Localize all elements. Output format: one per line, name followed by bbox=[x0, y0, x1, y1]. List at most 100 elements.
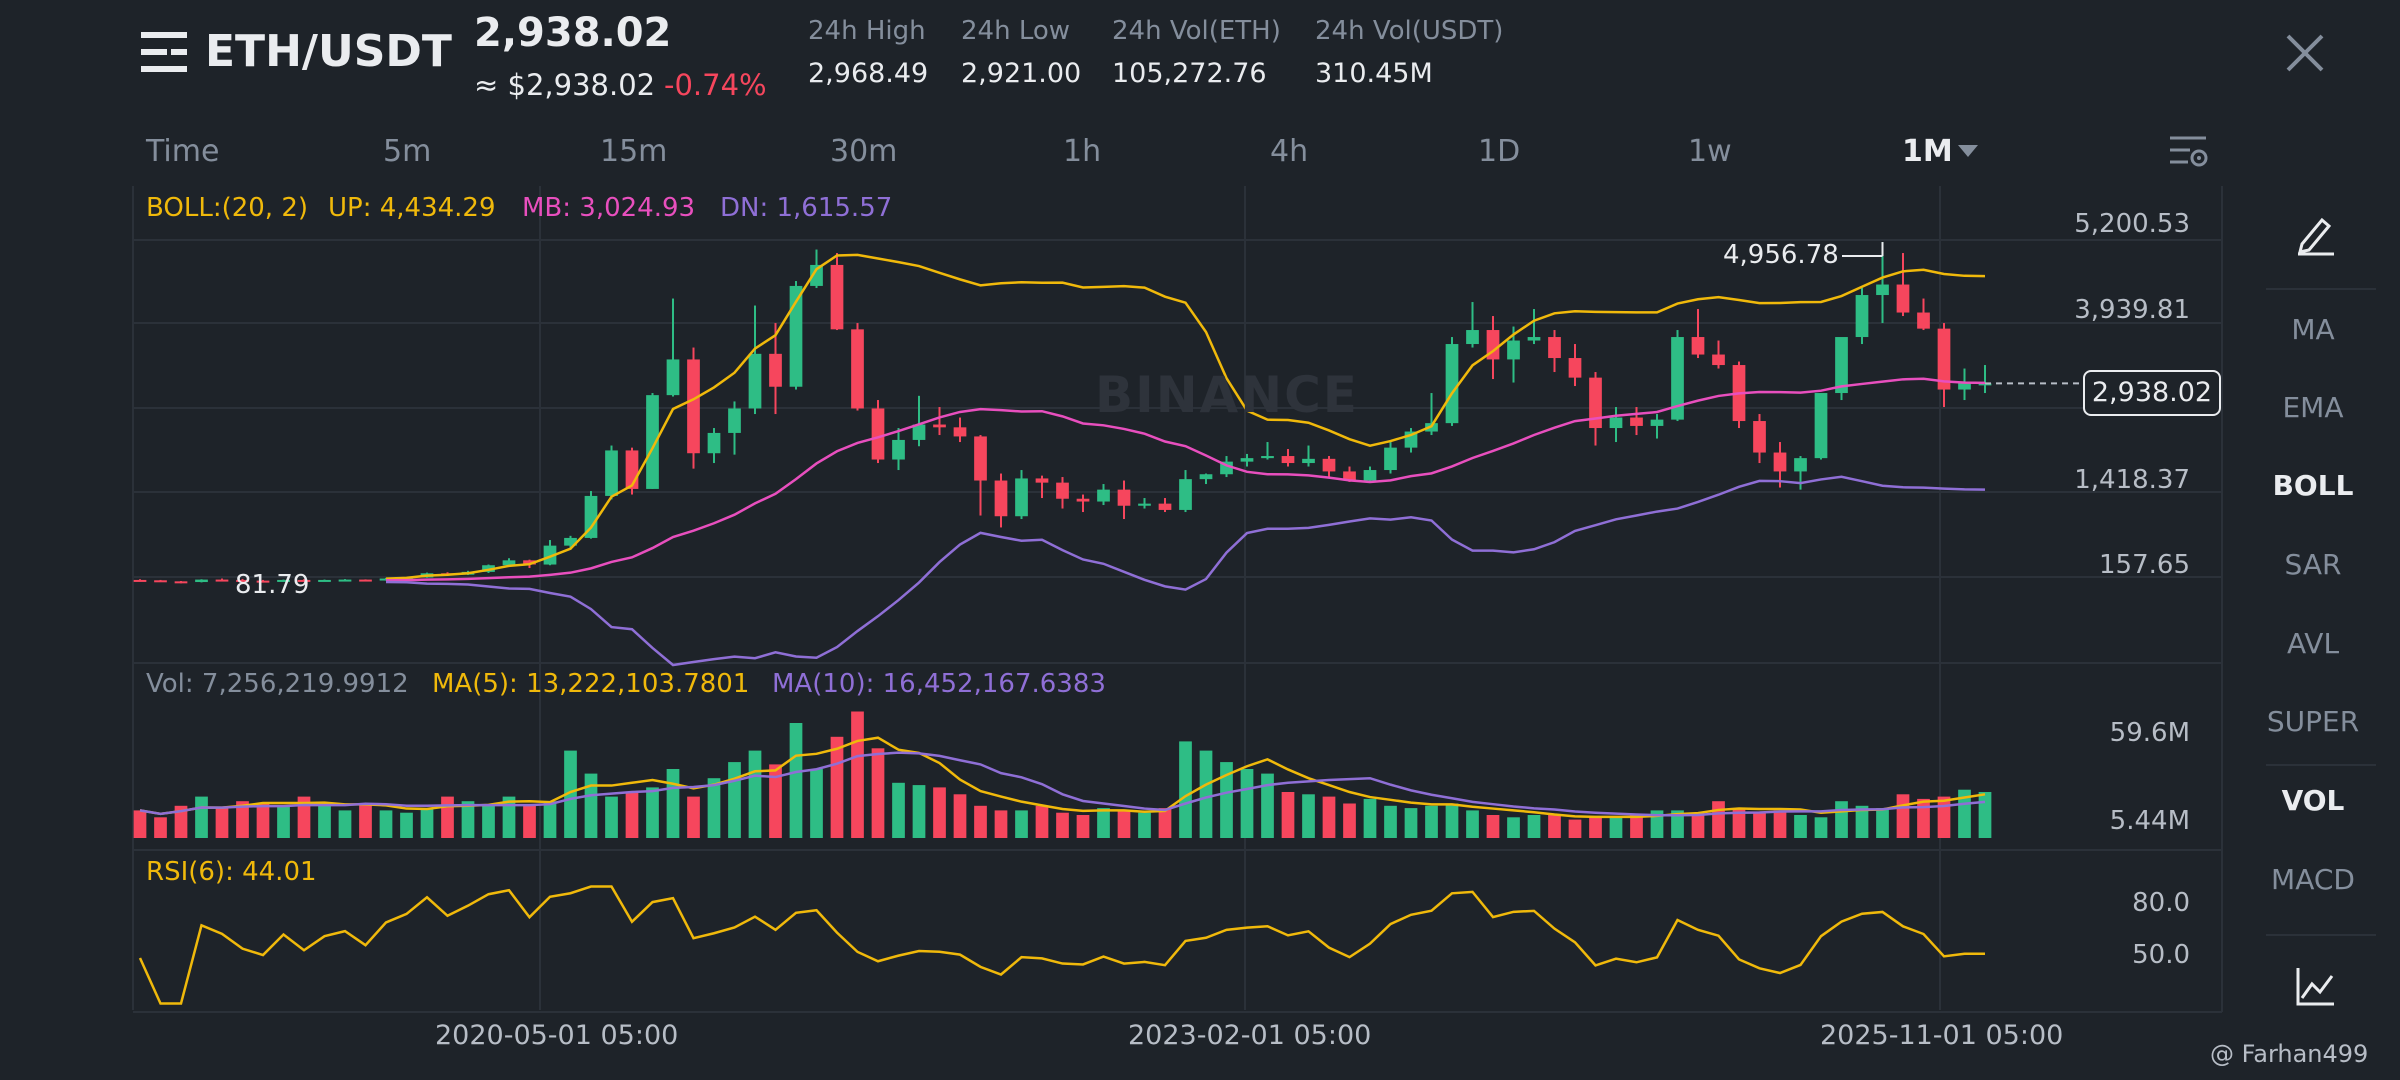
volume-bar bbox=[1425, 805, 1438, 838]
volume-bar bbox=[1630, 815, 1643, 838]
candle-body bbox=[933, 424, 946, 428]
candle-body bbox=[1158, 503, 1172, 510]
volume-bar bbox=[666, 769, 680, 838]
vol-ma10: MA(10): 16,452,167.6383 bbox=[772, 669, 1106, 699]
price-usd: ≈ $2,938.02 bbox=[474, 68, 656, 102]
candle-body bbox=[1527, 337, 1541, 341]
volume-bar bbox=[810, 769, 823, 838]
price-tick-1: 5,200.53 bbox=[2074, 209, 2190, 239]
volume-bar bbox=[1732, 808, 1746, 838]
indicator-ma[interactable]: MA bbox=[2291, 313, 2335, 346]
volume-bar bbox=[892, 782, 905, 838]
chart-settings-icon[interactable] bbox=[2168, 134, 2208, 170]
candle-body bbox=[912, 424, 926, 440]
indicator-sar[interactable]: SAR bbox=[2284, 548, 2342, 581]
boll-dn: DN: 1,615.57 bbox=[720, 193, 893, 223]
candle-body bbox=[1281, 456, 1295, 464]
volume-bar bbox=[1958, 789, 1971, 838]
volume-bar bbox=[1814, 817, 1828, 838]
tf-1w[interactable]: 1w bbox=[1688, 134, 1732, 169]
candle-body bbox=[379, 578, 393, 581]
volume-bar bbox=[584, 773, 598, 838]
candle-body bbox=[1937, 328, 1951, 390]
indicator-boll[interactable]: BOLL bbox=[2272, 469, 2354, 502]
candle-body bbox=[502, 560, 516, 566]
sidebar-divider bbox=[2266, 288, 2376, 290]
volume-bar bbox=[1056, 812, 1069, 838]
current-price-tag: 2,938.02 bbox=[2083, 370, 2221, 416]
candle-body bbox=[1363, 470, 1377, 481]
candle-body bbox=[1015, 478, 1028, 517]
volume-bar bbox=[236, 801, 249, 838]
stat-vol-usdt-label: 24h Vol(USDT) bbox=[1315, 16, 1504, 46]
indicator-super[interactable]: SUPER bbox=[2266, 705, 2360, 738]
sidebar-divider bbox=[2266, 934, 2376, 936]
volume-bar bbox=[1384, 805, 1397, 838]
tf-1m[interactable]: 1M bbox=[1902, 134, 1953, 169]
candle-body bbox=[1117, 489, 1131, 506]
price-change: -0.74% bbox=[664, 68, 767, 102]
candle-body bbox=[1691, 337, 1705, 355]
volume-bar bbox=[1937, 796, 1951, 838]
candle-body bbox=[1425, 423, 1438, 432]
candle-body bbox=[1712, 354, 1725, 366]
volume-bar bbox=[318, 805, 331, 838]
candle-body bbox=[1179, 479, 1192, 510]
volume-bar bbox=[974, 805, 987, 838]
volume-bar bbox=[441, 796, 454, 838]
volume-bar bbox=[830, 736, 844, 838]
candle-body bbox=[482, 565, 495, 572]
candle-body bbox=[994, 480, 1008, 517]
volume-bar bbox=[154, 817, 167, 838]
boll-mb: MB: 3,024.93 bbox=[522, 193, 696, 223]
volume-bar bbox=[133, 810, 147, 838]
tf-1h[interactable]: 1h bbox=[1063, 134, 1102, 169]
chart-type-icon[interactable] bbox=[2296, 966, 2336, 1006]
candle-body bbox=[810, 264, 823, 286]
tf-time[interactable]: Time bbox=[146, 134, 220, 169]
draw-pencil-icon[interactable] bbox=[2296, 214, 2336, 256]
candle-body bbox=[1896, 284, 1910, 313]
volume-bar bbox=[1589, 817, 1602, 838]
volume-bar bbox=[1445, 803, 1459, 838]
indicator-vol[interactable]: VOL bbox=[2281, 784, 2345, 817]
candle-body bbox=[1773, 452, 1787, 472]
menu-icon[interactable] bbox=[141, 32, 189, 74]
volume-bar bbox=[1404, 808, 1418, 838]
candle-body bbox=[830, 264, 844, 330]
volume-bar bbox=[707, 778, 721, 838]
candle-body bbox=[1343, 471, 1356, 481]
indicator-ema[interactable]: EMA bbox=[2282, 391, 2344, 424]
tf-1d[interactable]: 1D bbox=[1478, 134, 1521, 169]
vol-ma5: MA(5): 13,222,103.7801 bbox=[432, 669, 750, 699]
tf-5m[interactable]: 5m bbox=[383, 134, 432, 169]
close-icon[interactable] bbox=[2286, 34, 2324, 72]
indicator-avl[interactable]: AVL bbox=[2286, 627, 2340, 660]
stat-low-value: 2,921.00 bbox=[961, 58, 1082, 89]
indicator-macd[interactable]: MACD bbox=[2271, 863, 2355, 896]
stat-vol-eth-value: 105,272.76 bbox=[1112, 58, 1267, 89]
candle-body bbox=[646, 395, 659, 489]
candle-body bbox=[1855, 295, 1869, 338]
volume-bar bbox=[461, 801, 475, 838]
candle-body bbox=[1466, 330, 1479, 345]
stat-vol-usdt-value: 310.45M bbox=[1315, 58, 1433, 89]
candle-body bbox=[174, 581, 188, 584]
pair-title[interactable]: ETH/USDT bbox=[205, 26, 452, 77]
candle-body bbox=[953, 427, 967, 437]
chevron-down-icon[interactable] bbox=[1958, 145, 1978, 159]
volume-bar bbox=[400, 812, 413, 838]
tf-15m[interactable]: 15m bbox=[600, 134, 668, 169]
candle-body bbox=[1220, 461, 1233, 475]
stat-high-label: 24h High bbox=[808, 16, 926, 46]
stat-high-value: 2,968.49 bbox=[808, 58, 929, 89]
candle-body bbox=[584, 495, 598, 538]
candle-body bbox=[1794, 458, 1807, 472]
candle-body bbox=[1835, 337, 1848, 394]
volume-bar bbox=[1281, 792, 1295, 838]
volume-bar bbox=[1527, 815, 1541, 838]
tf-4h[interactable]: 4h bbox=[1270, 134, 1309, 169]
volume-bar bbox=[543, 801, 557, 838]
tf-30m[interactable]: 30m bbox=[830, 134, 898, 169]
